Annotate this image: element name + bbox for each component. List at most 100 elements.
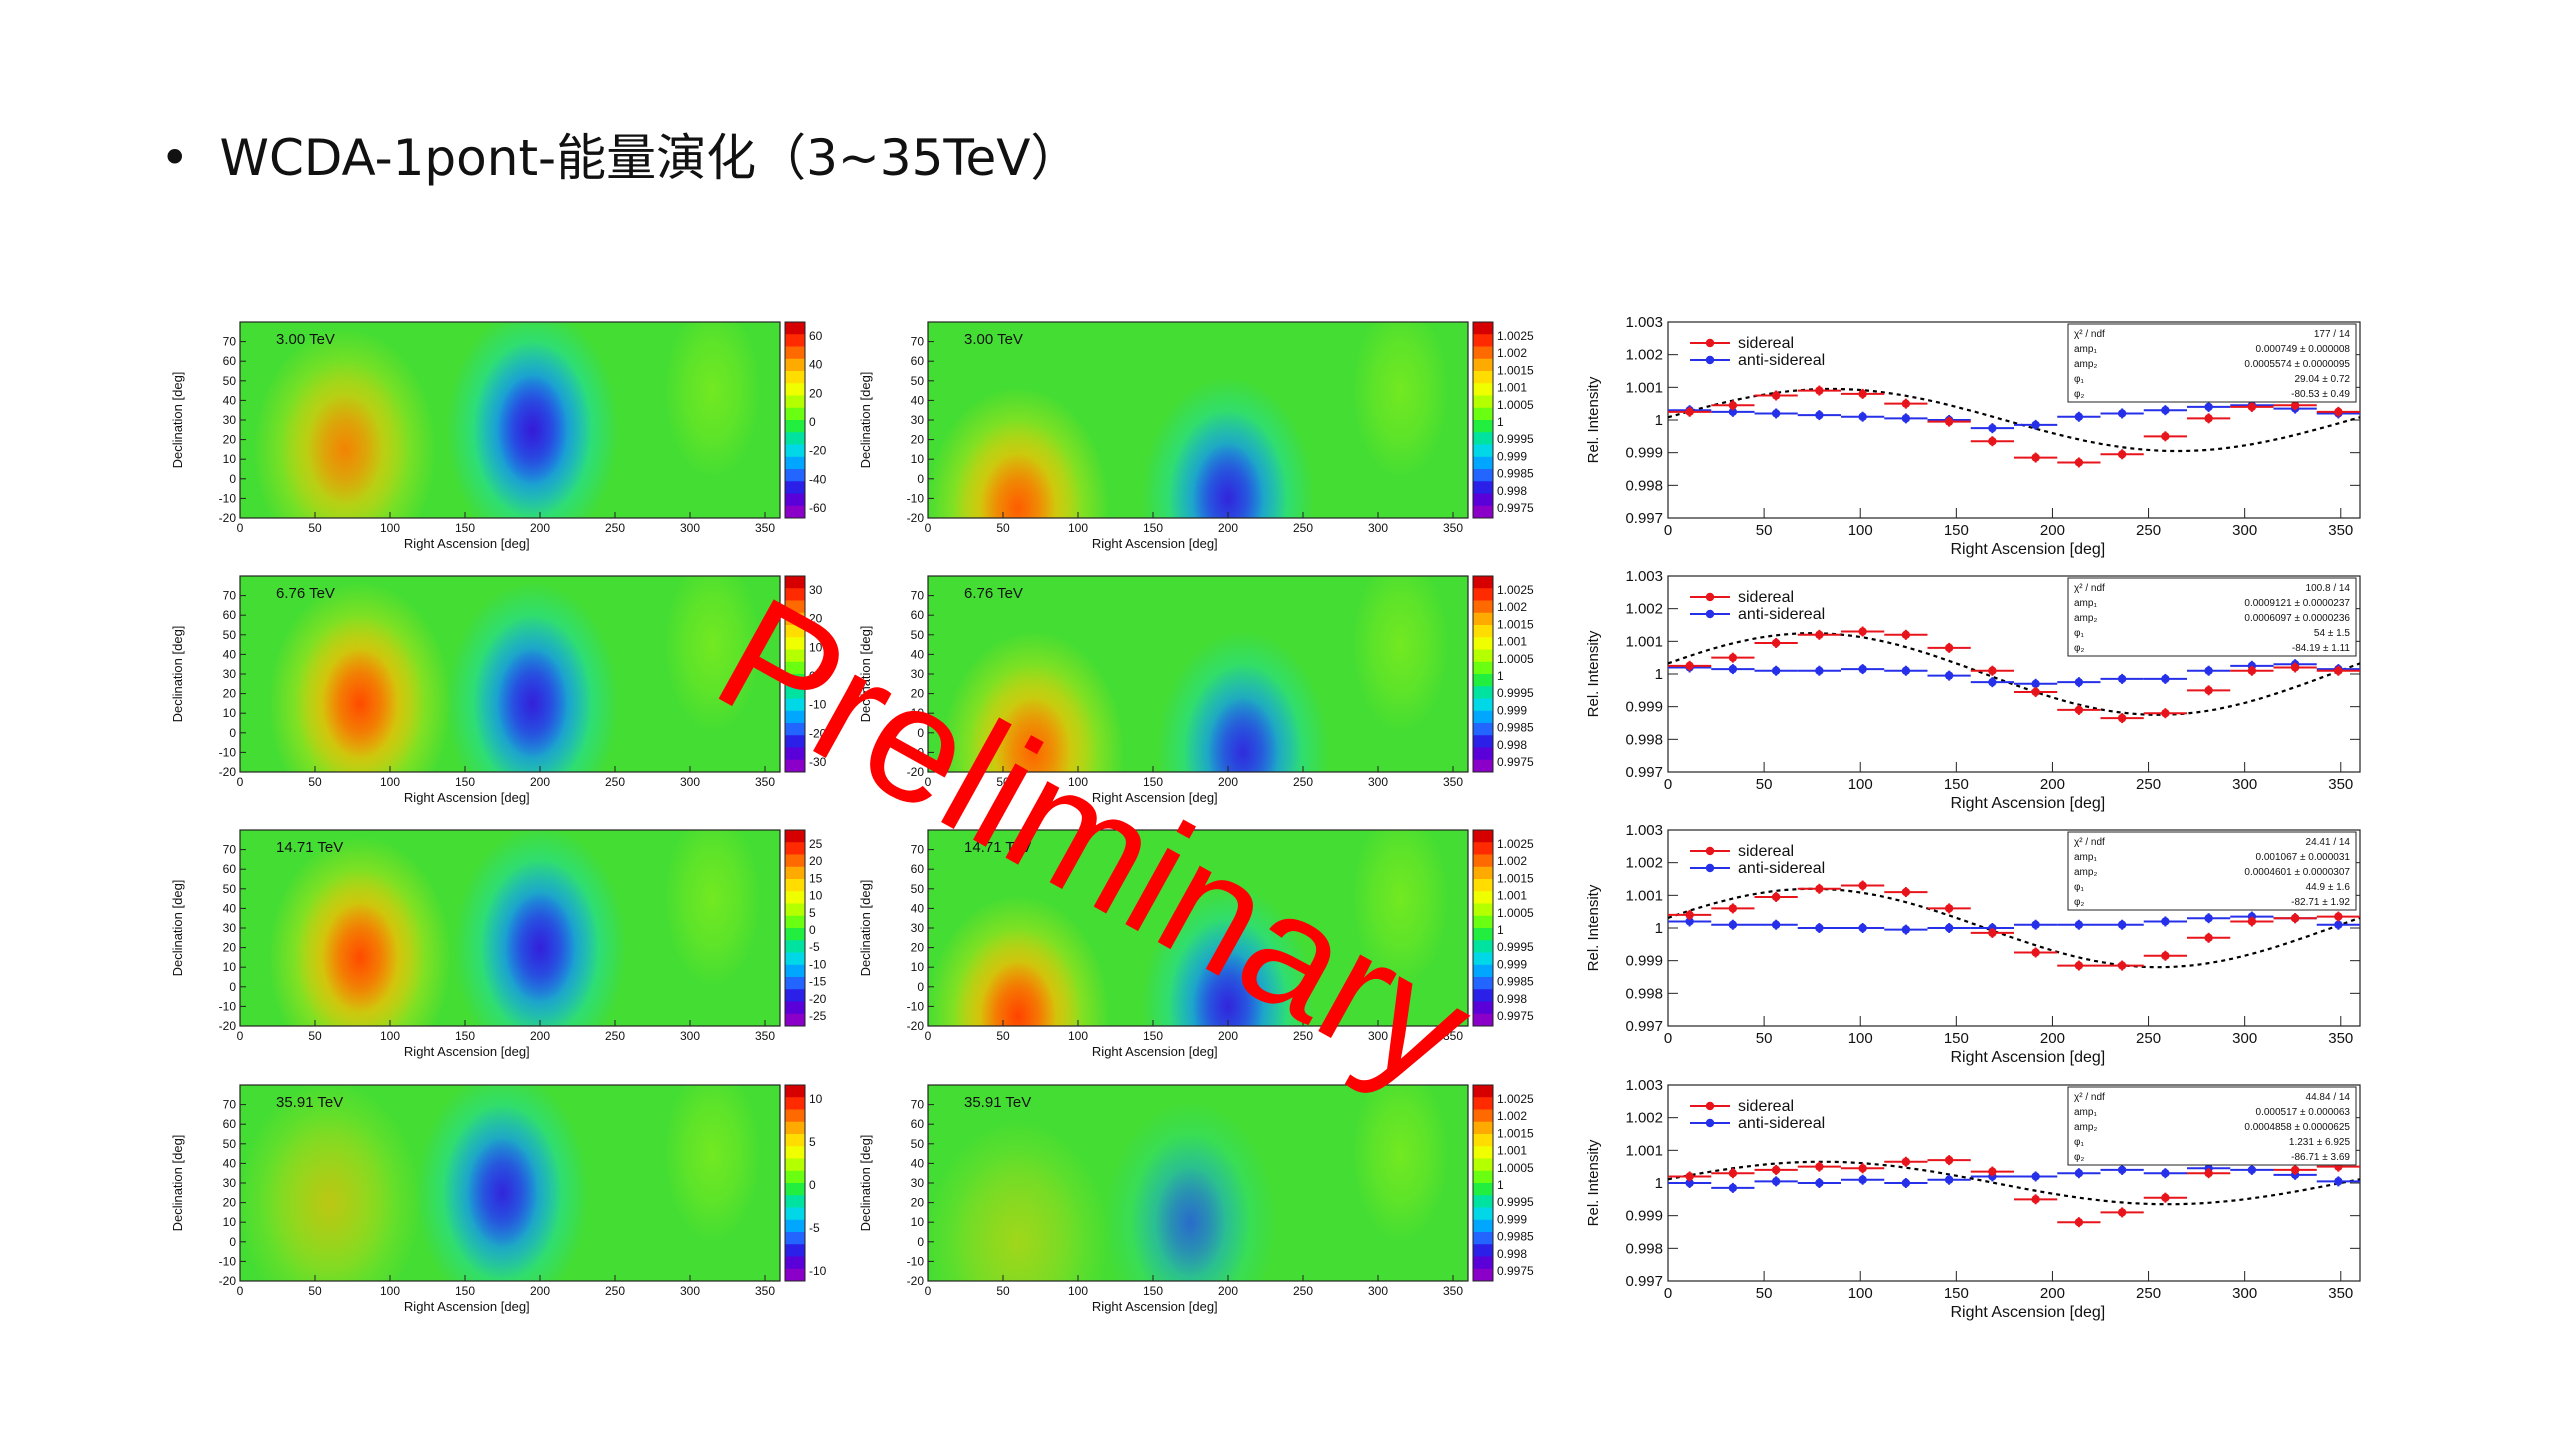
map-field xyxy=(941,576,1450,772)
x-tick-label: 200 xyxy=(2040,1030,2065,1047)
sidereal-point xyxy=(1771,1165,1781,1175)
colorbar-tick-label: 10 xyxy=(809,640,823,654)
map-field xyxy=(268,576,762,772)
map-field xyxy=(928,1085,1450,1281)
legend-sidereal-marker xyxy=(1705,338,1715,348)
y-tick-label: 30 xyxy=(911,921,925,935)
colorbar-band xyxy=(1473,420,1493,433)
x-tick-label: 300 xyxy=(2232,776,2257,793)
anti-sidereal-point xyxy=(1858,923,1867,933)
colorbar-band xyxy=(1473,625,1493,638)
sidereal-point xyxy=(1988,437,1997,446)
colorbar-tick-label: 0.998 xyxy=(1497,1247,1527,1261)
colorbar-band xyxy=(785,977,805,990)
sidereal-point xyxy=(2290,914,2300,923)
colorbar-band xyxy=(785,1232,805,1245)
colorbar-band xyxy=(1473,1207,1493,1221)
y-tick-label: -20 xyxy=(907,765,925,779)
stats-name: amp₂ xyxy=(2074,613,2097,624)
energy-label: 3.00 TeV xyxy=(964,331,1023,348)
y-tick-label: 0 xyxy=(229,726,236,740)
colorbar-frame xyxy=(784,1084,806,1282)
colorbar-tick-label: 1.001 xyxy=(1497,635,1527,649)
secondary-excess xyxy=(663,322,762,479)
sidereal-point xyxy=(1771,638,1781,648)
colorbar-tick-label: 1.002 xyxy=(1497,600,1527,614)
absolute-map-2: 6.76 TeV -20 -10 0 10 20 30 40 50 60 70 0 50 100 150 20… xyxy=(858,575,1534,805)
colorbar-band xyxy=(1473,407,1493,421)
y-tick-label: -10 xyxy=(219,745,237,759)
anti-sidereal-point xyxy=(1901,1178,1911,1188)
map-field xyxy=(928,830,1450,1026)
anti-sidereal-point xyxy=(2074,920,2084,929)
sidereal-point xyxy=(2161,951,2170,960)
y-tick-label: 1 xyxy=(1655,412,1663,429)
colorbar-tick-label: -5 xyxy=(809,1221,820,1235)
y-tick-label: 10 xyxy=(911,706,925,720)
y-axis-label: Rel. Intensity xyxy=(1585,630,1602,717)
colorbar-tick-label: 20 xyxy=(809,612,823,626)
x-tick-label: 50 xyxy=(996,775,1010,789)
y-tick-label: 60 xyxy=(223,608,237,622)
stats-name: φ₂ xyxy=(2074,389,2084,400)
x-tick-label: 150 xyxy=(455,521,475,535)
colorbar-frame xyxy=(784,321,806,519)
stats-name: φ₁ xyxy=(2074,882,2084,893)
colorbar-tick-label: -20 xyxy=(809,992,827,1006)
colorbar-band xyxy=(785,383,805,396)
x-tick-label: 350 xyxy=(1443,521,1463,535)
x-tick-label: 0 xyxy=(237,1284,244,1298)
y-tick-label: 0.998 xyxy=(1625,985,1663,1002)
anti-sidereal-point xyxy=(2247,1165,2257,1175)
y-tick-label: -20 xyxy=(219,511,237,525)
colorbar-tick-label: 1.002 xyxy=(1497,854,1527,868)
energy-label: 35.91 TeV xyxy=(276,1094,343,1111)
colorbar-tick-label: -10 xyxy=(809,698,827,712)
sidereal-point xyxy=(2290,663,2300,672)
colorbar-band xyxy=(1473,1232,1493,1245)
x-tick-label: 350 xyxy=(755,1284,775,1298)
anti-sidereal-point xyxy=(1728,920,1738,929)
colorbar-band xyxy=(785,334,805,347)
legend-anti-label: anti-sidereal xyxy=(1738,860,1825,877)
x-tick-label: 150 xyxy=(1944,776,1969,793)
colorbar-band xyxy=(785,940,805,953)
colorbar-band xyxy=(1473,1013,1493,1027)
x-tick-label: 350 xyxy=(755,775,775,789)
energy-label: 6.76 TeV xyxy=(964,585,1023,602)
y-tick-label: 20 xyxy=(223,1196,237,1210)
colorbar-band xyxy=(785,600,805,614)
sidereal-point xyxy=(2204,1169,2213,1178)
y-tick-label: 10 xyxy=(223,960,237,974)
anti-sidereal-point xyxy=(2161,1169,2170,1178)
colorbar-band xyxy=(1473,915,1493,929)
x-tick-label: 250 xyxy=(1293,521,1313,535)
y-tick-label: -10 xyxy=(219,999,237,1013)
colorbar-tick-label: 1.0025 xyxy=(1497,837,1534,851)
y-tick-label: -10 xyxy=(907,999,925,1013)
cold-core xyxy=(504,892,576,1003)
colorbar-tick-label: 0.999 xyxy=(1497,449,1527,463)
legend-sidereal-label: sidereal xyxy=(1738,843,1794,860)
stats-name: amp₁ xyxy=(2074,344,2097,355)
colorbar-band xyxy=(1473,903,1493,917)
colorbar-tick-label: 1.0015 xyxy=(1497,617,1534,631)
absolute-map-1: 3.00 TeV -20 -10 0 10 20 30 40 50 60 70 0 50 100 150 20… xyxy=(858,321,1534,551)
colorbar-band xyxy=(1473,928,1493,941)
x-tick-label: 50 xyxy=(308,1284,322,1298)
x-tick-label: 150 xyxy=(1143,521,1163,535)
x-tick-label: 150 xyxy=(1944,522,1969,539)
secondary-excess xyxy=(663,1085,762,1242)
colorbar-band xyxy=(1473,674,1493,687)
colorbar-band xyxy=(785,358,805,372)
y-tick-label: 50 xyxy=(223,628,237,642)
x-tick-label: 50 xyxy=(308,521,322,535)
sidereal-point xyxy=(1728,653,1738,662)
sidereal-point xyxy=(2161,432,2170,441)
y-tick-label: 60 xyxy=(223,862,237,876)
sidereal-point xyxy=(2334,407,2343,417)
colorbar-tick-label: 0.9975 xyxy=(1497,755,1534,769)
colorbar-band xyxy=(1473,879,1493,892)
